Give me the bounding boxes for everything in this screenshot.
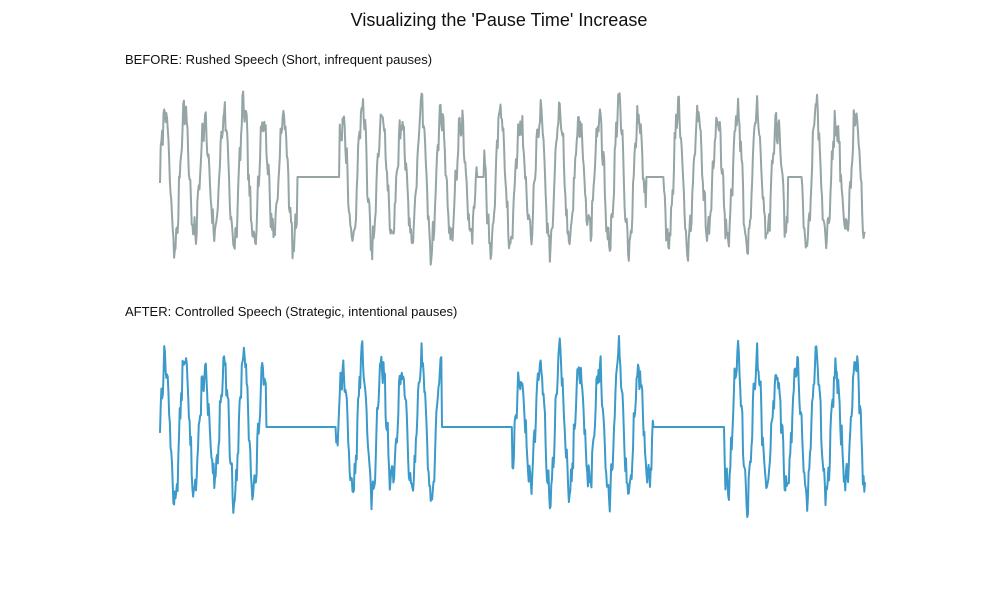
before-panel-title: BEFORE: Rushed Speech (Short, infrequent… bbox=[125, 52, 432, 67]
after-waveform-series bbox=[159, 334, 866, 519]
before-waveform-series bbox=[159, 90, 866, 266]
after-panel: AFTER: Controlled Speech (Strategic, int… bbox=[125, 304, 866, 519]
after-panel-title: AFTER: Controlled Speech (Strategic, int… bbox=[125, 304, 457, 319]
figure-title: Visualizing the 'Pause Time' Increase bbox=[351, 10, 648, 30]
before-panel: BEFORE: Rushed Speech (Short, infrequent… bbox=[125, 52, 866, 266]
